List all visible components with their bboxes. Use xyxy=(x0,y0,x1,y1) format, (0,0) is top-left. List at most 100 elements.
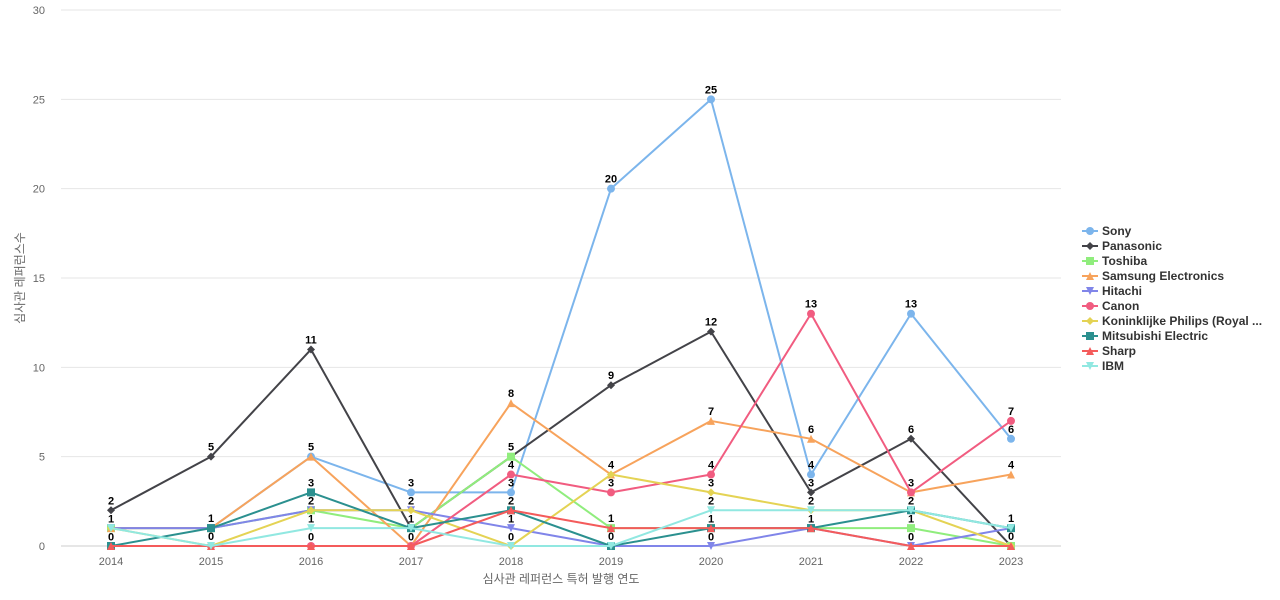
data-label: 1 xyxy=(108,513,114,525)
point-marker xyxy=(507,452,515,461)
point-marker xyxy=(407,488,415,497)
series-ibm xyxy=(107,506,1015,550)
legend-item: Canon xyxy=(1082,299,1139,313)
data-label: 13 xyxy=(805,299,817,311)
data-label: 1 xyxy=(708,514,714,526)
data-label: 5 xyxy=(308,442,314,454)
y-tick-label: 0 xyxy=(39,541,45,553)
point-marker xyxy=(707,470,715,479)
point-marker xyxy=(407,524,415,533)
point-marker xyxy=(907,434,915,443)
y-tick-label: 15 xyxy=(33,273,45,285)
legend-label: Toshiba xyxy=(1102,254,1147,268)
point-marker xyxy=(1086,302,1094,310)
point-marker xyxy=(907,542,915,550)
data-label: 7 xyxy=(1008,406,1014,418)
point-marker xyxy=(1086,347,1094,355)
point-marker xyxy=(907,488,915,497)
point-marker xyxy=(707,416,715,425)
data-label: 3 xyxy=(308,477,314,489)
data-label: 11 xyxy=(305,334,317,346)
data-label: 3 xyxy=(908,477,914,489)
data-label: 2 xyxy=(808,496,814,508)
point-marker xyxy=(707,524,715,533)
y-tick-label: 20 xyxy=(33,184,45,196)
x-axis-title: 심사관 레퍼런스 특허 발행 연도 xyxy=(483,571,640,586)
data-label: 2 xyxy=(308,495,314,507)
data-label: 4 xyxy=(508,460,515,472)
point-marker xyxy=(1086,272,1094,280)
data-label: 2 xyxy=(508,496,514,508)
legend-item: Hitachi xyxy=(1082,284,1142,298)
point-marker xyxy=(1007,542,1015,550)
data-label: 4 xyxy=(808,460,815,472)
data-label: 2 xyxy=(908,495,914,507)
legend-item: Samsung Electronics xyxy=(1082,269,1224,283)
legend-label: Canon xyxy=(1102,299,1139,313)
legend-item: Sony xyxy=(1082,224,1132,238)
data-label: 1 xyxy=(808,514,814,526)
x-tick-label: 2015 xyxy=(199,556,223,568)
series-canon xyxy=(107,309,1015,550)
point-marker xyxy=(207,542,215,550)
legend-item: Panasonic xyxy=(1082,239,1162,253)
point-marker xyxy=(307,488,315,497)
data-labels: 2105101153210321085432102094310251274321… xyxy=(108,84,1015,543)
point-marker xyxy=(107,542,115,550)
data-label: 3 xyxy=(408,477,414,489)
point-marker xyxy=(107,524,115,533)
data-label: 0 xyxy=(608,531,614,543)
point-marker xyxy=(707,506,715,515)
point-marker xyxy=(507,506,515,515)
x-tick-label: 2023 xyxy=(999,556,1023,568)
point-marker xyxy=(1007,416,1015,425)
x-tick-label: 2016 xyxy=(299,556,323,568)
data-label: 1 xyxy=(308,513,314,525)
legend-label: Sharp xyxy=(1102,344,1136,358)
point-marker xyxy=(207,452,215,461)
data-label: 1 xyxy=(508,514,514,526)
x-tick-label: 2020 xyxy=(699,556,723,568)
data-label: 6 xyxy=(808,424,814,436)
point-marker xyxy=(607,381,615,390)
data-label: 4 xyxy=(1008,460,1015,472)
data-label: 3 xyxy=(608,478,614,490)
point-marker xyxy=(1086,362,1094,370)
data-label: 0 xyxy=(308,531,314,543)
y-axis-ticks: 0 5 10 15 20 25 30 xyxy=(33,5,45,553)
data-label: 20 xyxy=(605,174,617,186)
data-label: 1 xyxy=(208,513,214,525)
point-marker xyxy=(307,506,315,515)
legend-label: Samsung Electronics xyxy=(1102,269,1224,283)
data-label: 0 xyxy=(108,531,114,543)
data-label: 3 xyxy=(808,478,814,490)
data-label: 3 xyxy=(508,478,514,490)
data-label: 5 xyxy=(508,442,514,454)
point-marker xyxy=(607,488,615,497)
data-label: 6 xyxy=(908,424,914,436)
series-lines xyxy=(107,95,1015,550)
point-marker xyxy=(807,470,815,479)
data-label: 5 xyxy=(208,442,214,454)
data-label: 4 xyxy=(608,460,615,472)
point-marker xyxy=(807,309,815,318)
point-marker xyxy=(907,506,915,515)
data-label: 12 xyxy=(705,317,717,329)
legend-label: Panasonic xyxy=(1102,239,1162,253)
data-label: 8 xyxy=(508,388,514,400)
legend-item: Toshiba xyxy=(1082,254,1147,268)
point-marker xyxy=(807,488,815,497)
data-label: 0 xyxy=(408,531,414,543)
data-label: 2 xyxy=(108,495,114,507)
legend-label: IBM xyxy=(1102,359,1124,373)
point-marker xyxy=(1086,242,1094,250)
data-label: 1 xyxy=(908,513,914,525)
data-label: 6 xyxy=(1008,424,1014,436)
x-tick-label: 2022 xyxy=(899,556,923,568)
legend-item: Mitsubishi Electric xyxy=(1082,329,1208,343)
data-label: 2 xyxy=(408,495,414,507)
point-marker xyxy=(1086,227,1094,235)
legend-item: Koninklijke Philips (Royal ... xyxy=(1082,314,1262,328)
data-label: 0 xyxy=(208,531,214,543)
